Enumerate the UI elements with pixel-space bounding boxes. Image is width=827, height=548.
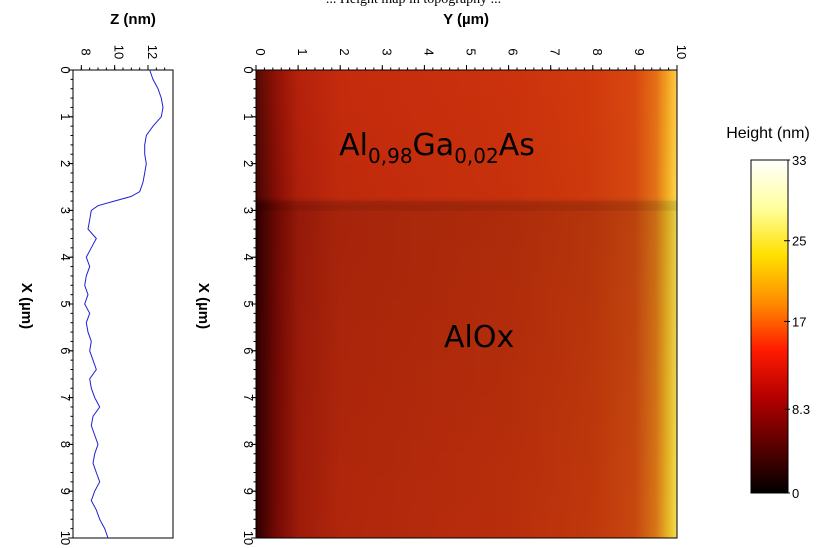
map-y-tick-label: 8: [590, 48, 605, 55]
map-y-tick-label: 5: [464, 48, 479, 55]
formula-ga-subscript: 0,02: [454, 144, 499, 168]
map-x-axis-label: X (µm): [195, 283, 212, 329]
profile-z-tick-label: 8: [78, 48, 93, 55]
map-y-tick-label: 0: [253, 48, 268, 55]
map-y-tick-label: 1: [295, 48, 310, 55]
formula-ga: Ga: [413, 128, 455, 163]
formula-as: As: [499, 128, 535, 163]
y-axis-label: Y (µm): [443, 11, 489, 28]
colorbar-tick-label: 33: [792, 153, 806, 168]
map-y-tick-label: 3: [379, 48, 394, 55]
height-colorbar: Height (nm) 0 8.3 17 25 33: [726, 125, 810, 501]
map-y-tick-label: 6: [506, 48, 521, 55]
alox-region-label: AlOx: [444, 320, 514, 355]
colorbar-title: Height (nm): [726, 125, 810, 142]
colorbar-tick-label: 17: [792, 314, 806, 329]
profile-z-tick-label: 12: [145, 45, 160, 59]
z-axis-label: Z (nm): [110, 11, 156, 28]
map-y-tick-label: 7: [548, 48, 563, 55]
map-y-tick-label: 9: [632, 48, 647, 55]
map-y-tick-label: 2: [337, 48, 352, 55]
profile-frame: [73, 70, 173, 538]
map-y-tick-label: 4: [421, 48, 436, 55]
formula-al-subscript: 0,98: [368, 144, 413, 168]
colorbar-tick-label: 25: [792, 234, 806, 249]
map-shading: [256, 70, 677, 538]
colorbar-tick-label: 0: [792, 486, 799, 501]
colorbar-tick-label: 8.3: [792, 402, 810, 417]
formula-al: Al: [339, 128, 368, 163]
map-y-tick-label: 10: [674, 45, 689, 59]
profile-z-tick-label: 10: [112, 45, 127, 59]
colorbar-gradient: [751, 160, 788, 493]
profile-x-axis-label: X (µm): [18, 283, 35, 329]
